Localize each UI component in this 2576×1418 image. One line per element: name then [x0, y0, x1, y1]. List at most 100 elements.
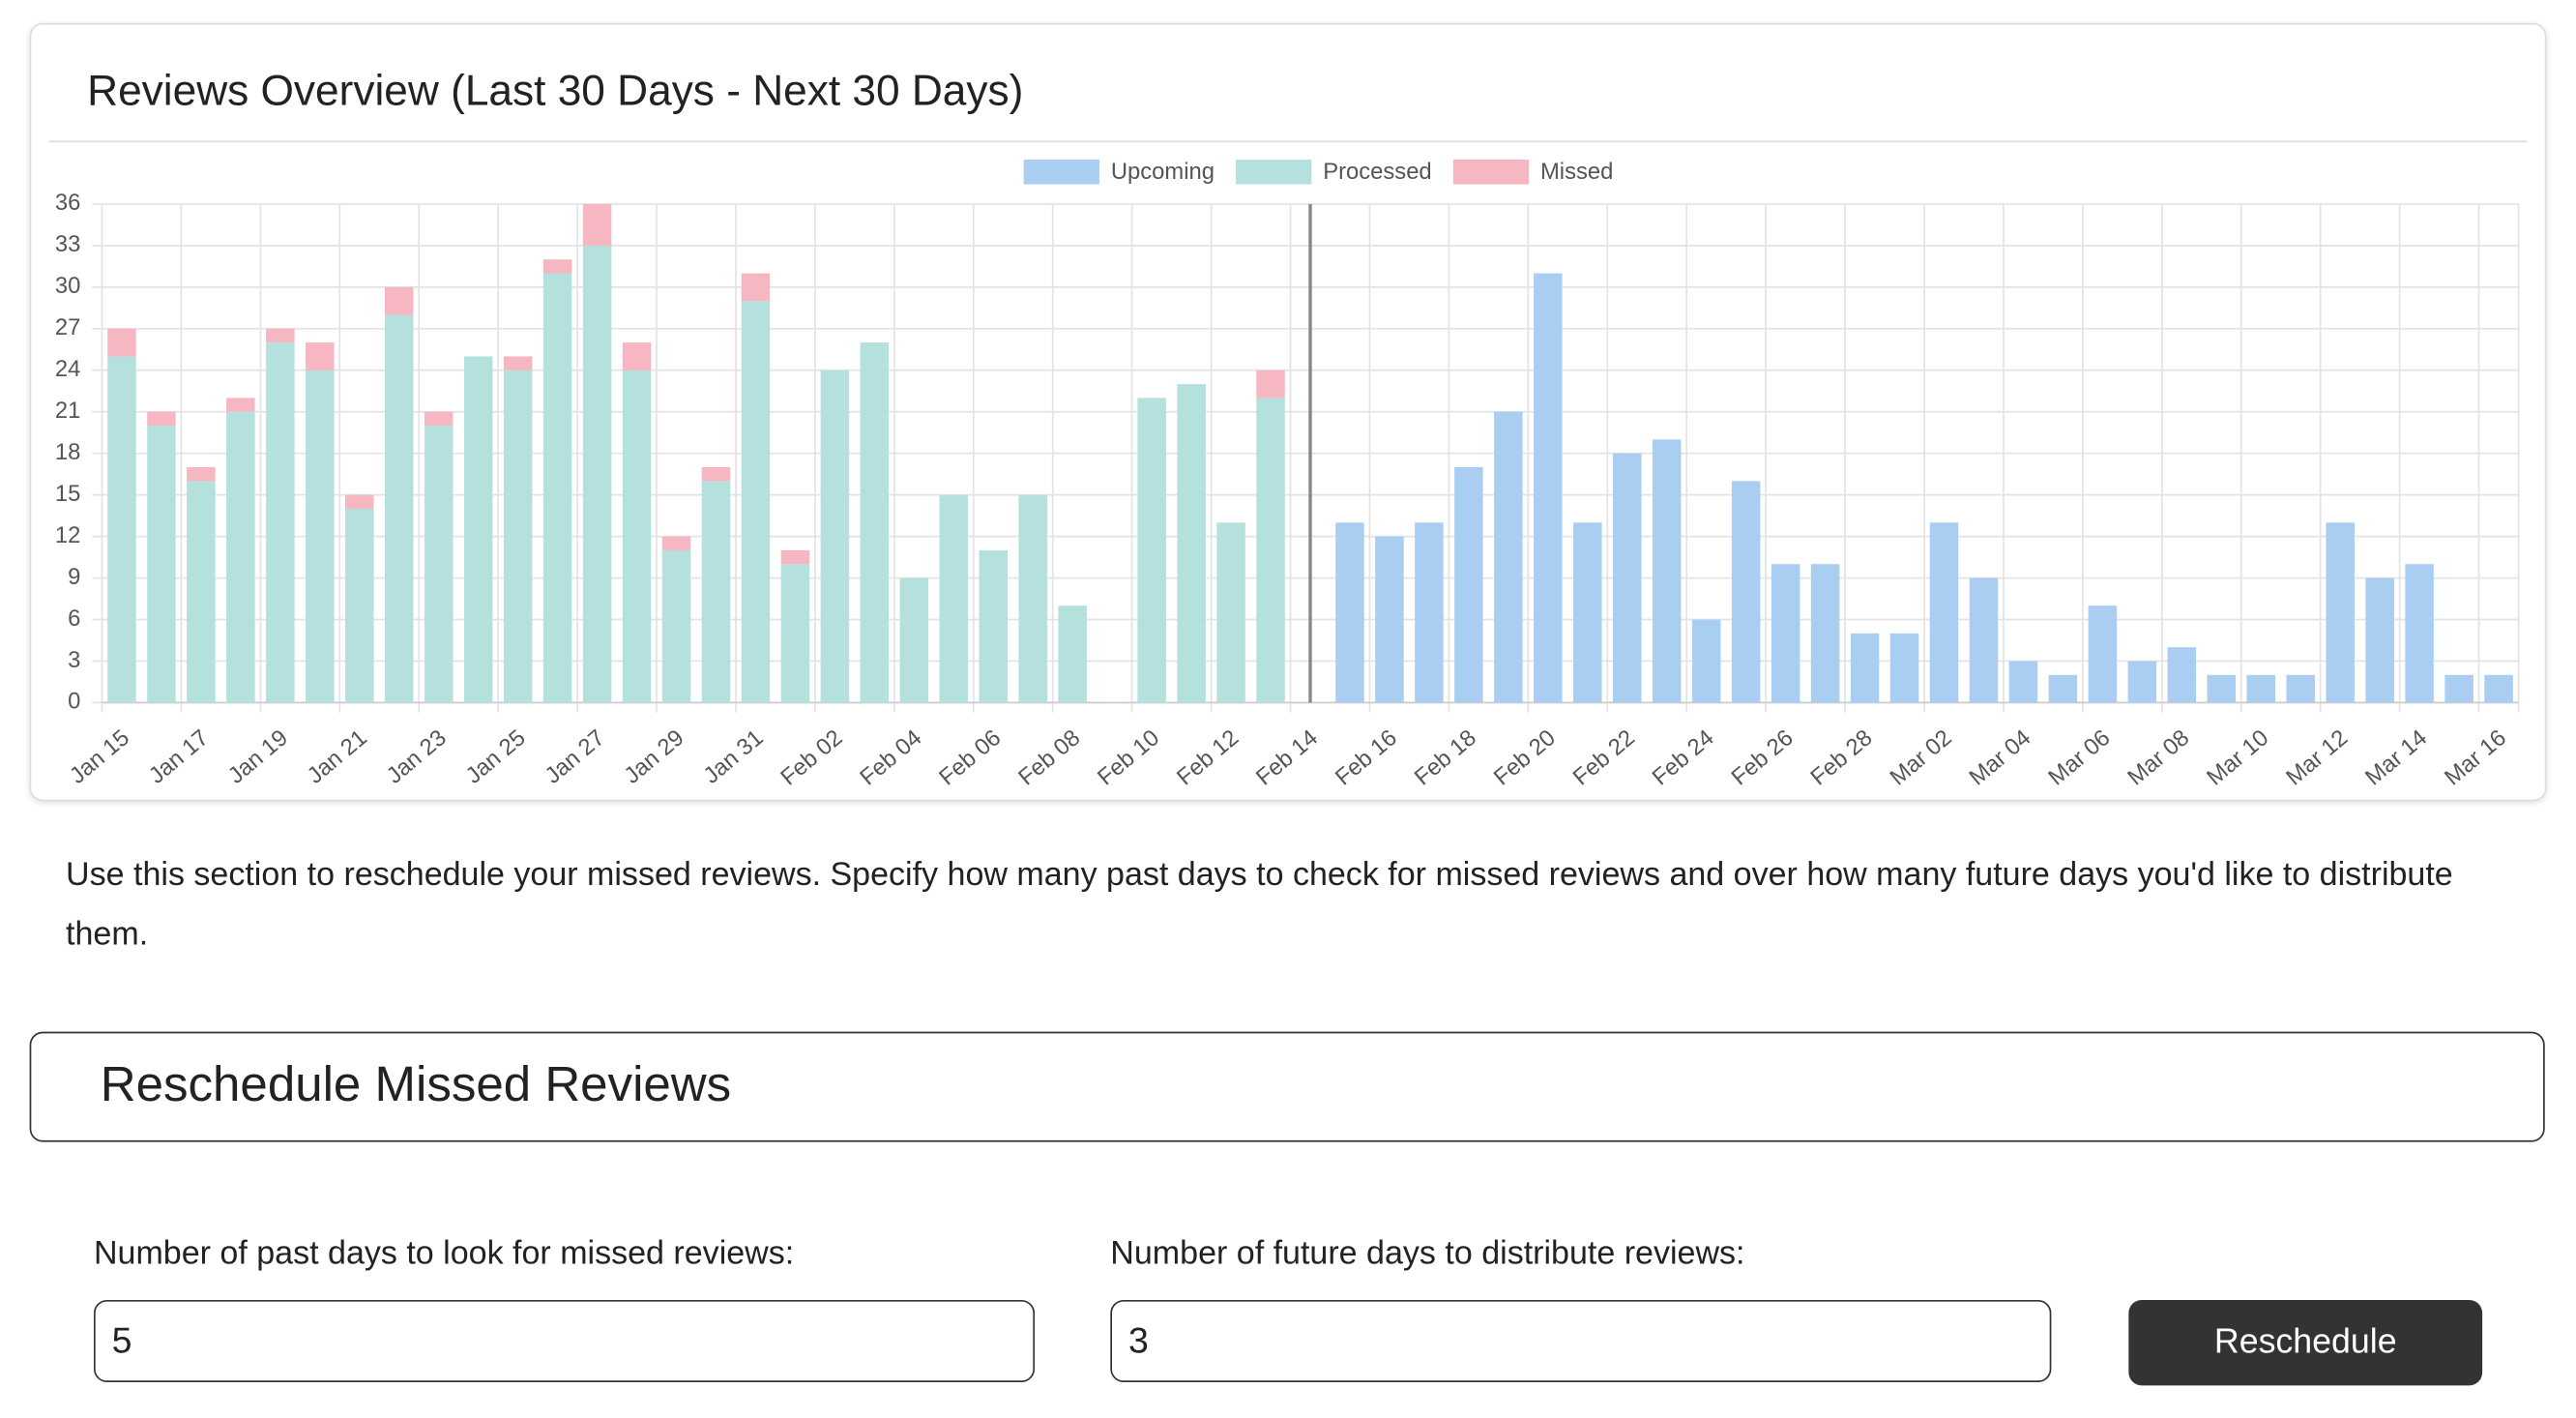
x-tick-label: Mar 08: [2122, 724, 2194, 790]
bar: [741, 301, 771, 703]
bar: [1771, 564, 1800, 703]
x-tick-label: Jan 27: [540, 724, 609, 789]
bar: [1969, 577, 1999, 703]
future-days-input[interactable]: [1110, 1299, 2052, 1383]
bar: [542, 273, 572, 703]
bar: [622, 342, 652, 370]
bar: [384, 314, 414, 703]
x-tick-label: Jan 23: [382, 724, 452, 789]
bar: [107, 356, 136, 703]
x-tick-label: Jan 31: [698, 724, 768, 789]
bar: [503, 369, 533, 703]
bar: [2207, 674, 2237, 703]
y-tick-label: 15: [55, 481, 80, 507]
bar: [820, 369, 850, 703]
y-tick-label: 27: [55, 314, 80, 340]
bar: [780, 564, 810, 703]
bar: [2008, 661, 2038, 703]
bar: [306, 369, 335, 703]
y-tick-label: 6: [68, 606, 80, 632]
x-tick-label: Mar 14: [2360, 724, 2432, 790]
bar: [2444, 674, 2474, 703]
field-label: Number of future days to distribute revi…: [1110, 1235, 1745, 1273]
chart-title: Reviews Overview (Last 30 Days - Next 30…: [87, 68, 1023, 115]
bar: [701, 481, 731, 703]
bar: [384, 286, 414, 315]
bar: [1691, 619, 1721, 703]
bar: [1850, 633, 1880, 703]
bar: [860, 342, 890, 703]
reschedule-card: Reschedule Missed Reviews: [29, 1031, 2545, 1142]
bar: [424, 426, 454, 703]
y-tick-label: 30: [55, 273, 80, 299]
bar: [1137, 398, 1166, 703]
x-tick-label: Jan 19: [223, 724, 293, 789]
bar: [107, 328, 136, 357]
bar: [1375, 536, 1404, 703]
y-tick-label: 36: [55, 190, 80, 216]
bar: [2088, 606, 2118, 703]
bar: [2484, 674, 2513, 703]
field-label: Number of past days to look for missed r…: [93, 1235, 795, 1273]
bar: [622, 369, 652, 703]
bar: [661, 536, 691, 550]
bar: [187, 466, 216, 482]
bar: [2167, 647, 2197, 703]
section-heading: Reschedule Missed Reviews: [100, 1057, 732, 1113]
bar: [266, 342, 295, 703]
past-days-input[interactable]: [93, 1299, 1036, 1383]
bar: [266, 328, 295, 343]
y-tick-label: 21: [55, 398, 80, 424]
y-tick-label: 24: [55, 356, 80, 382]
bar: [582, 245, 612, 703]
bar: [1177, 384, 1206, 703]
x-tick-label: Feb 10: [1093, 724, 1164, 790]
x-tick-label: Feb 14: [1251, 724, 1323, 790]
x-tick-label: Feb 24: [1648, 724, 1719, 790]
y-tick-label: 18: [55, 439, 80, 465]
bar: [1929, 522, 1959, 703]
bar: [187, 481, 216, 703]
x-tick-label: Jan 29: [619, 724, 688, 789]
bar: [1534, 273, 1563, 703]
y-tick-label: 3: [68, 647, 80, 673]
bar: [741, 273, 771, 302]
bar: [1256, 398, 1285, 703]
bar: [1810, 564, 1840, 703]
bar: [1058, 606, 1087, 703]
bar: [345, 508, 374, 703]
bar: [939, 494, 969, 703]
x-tick-label: Jan 25: [461, 724, 531, 789]
legend-label: Upcoming: [1111, 159, 1215, 185]
bar: [701, 466, 731, 482]
x-tick-label: Feb 26: [1727, 724, 1799, 790]
legend-swatch: [1236, 160, 1312, 185]
bar: [1731, 481, 1761, 703]
y-tick-label: 0: [68, 689, 80, 715]
x-tick-label: Feb 04: [855, 724, 926, 790]
bar: [306, 342, 335, 370]
x-tick-label: Feb 06: [934, 724, 1006, 790]
x-tick-label: Feb 12: [1172, 724, 1244, 790]
bar: [2365, 577, 2394, 703]
bar: [1613, 453, 1642, 703]
description: Use this section to reschedule your miss…: [66, 857, 2453, 953]
bar: [1216, 522, 1245, 703]
bar: [2048, 674, 2078, 703]
legend-label: Missed: [1540, 159, 1613, 185]
x-tick-label: Mar 04: [1964, 724, 2035, 790]
x-tick-label: Jan 15: [65, 724, 134, 789]
x-tick-label: Feb 02: [776, 724, 847, 790]
reschedule-button[interactable]: Reschedule: [2128, 1299, 2483, 1386]
bar: [1454, 466, 1483, 703]
bar: [582, 203, 612, 246]
bar: [2326, 522, 2355, 703]
bar: [1335, 522, 1364, 703]
bar: [1256, 369, 1285, 399]
bar: [1415, 522, 1444, 703]
bar: [2127, 661, 2157, 703]
x-tick-label: Mar 12: [2281, 724, 2353, 790]
x-tick-label: Jan 21: [303, 724, 372, 789]
